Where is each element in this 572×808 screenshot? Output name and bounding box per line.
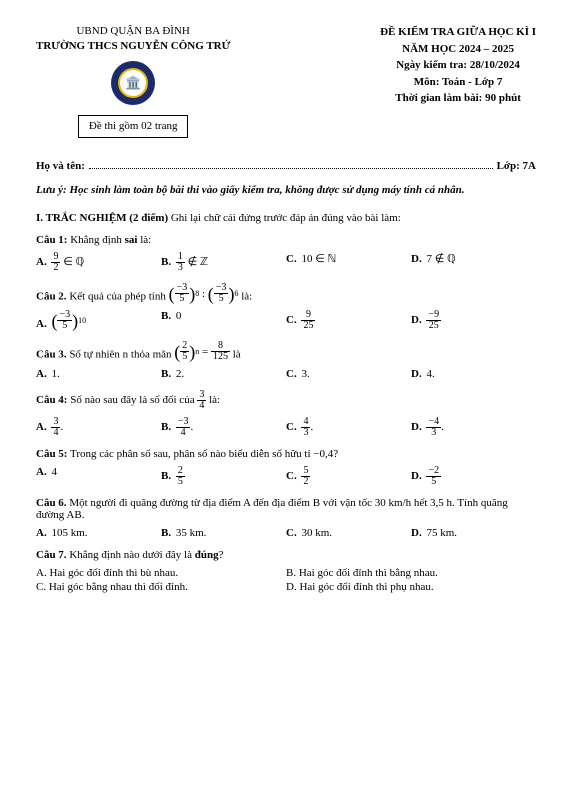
q7-opt-d: D. Hai góc đối đỉnh thì phụ nhau.	[286, 581, 536, 593]
exam-page: UBND QUẬN BA ĐÌNH TRƯỜNG THCS NGUYỄN CÔN…	[0, 0, 572, 617]
q3-opt-a: A. 1.	[36, 368, 161, 380]
q6-opt-b: B. 35 km.	[161, 527, 286, 539]
exam-date: Ngày kiểm tra: 28/10/2024	[380, 57, 536, 74]
question-4: Câu 4: Số nào sau đây là số đối của 34 l…	[36, 390, 536, 411]
class-label: Lớp: 7A	[497, 160, 536, 172]
q1-opt-d: D. 7 ∉ ℚ	[411, 252, 536, 273]
header: UBND QUẬN BA ĐÌNH TRƯỜNG THCS NGUYỄN CÔN…	[36, 24, 536, 138]
q7-options: A. Hai góc đối đỉnh thì bù nhau. B. Hai …	[36, 565, 536, 593]
header-right: ĐỀ KIỂM TRA GIỮA HỌC KÌ I NĂM HỌC 2024 –…	[380, 24, 536, 107]
q7-label: Câu 7.	[36, 549, 67, 561]
school-logo: 🏛️	[111, 61, 155, 105]
q5-opt-d: D. −25	[411, 466, 536, 487]
district-line: UBND QUẬN BA ĐÌNH	[36, 24, 230, 39]
q2-expr: (−35)8 : (−35)6	[169, 283, 239, 304]
question-3: Câu 3. Số tự nhiên n thỏa mãn (25)n = 81…	[36, 341, 536, 362]
q3-opt-d: D. 4.	[411, 368, 536, 380]
q6-label: Câu 6.	[36, 497, 67, 509]
q4-opt-d: D. −43.	[411, 417, 536, 438]
q5-opt-b: B. 25	[161, 466, 286, 487]
q5-options: A. 4 B. 25 C. 52 D. −25	[36, 466, 536, 487]
question-1: Câu 1: Khẳng định sai là:	[36, 234, 536, 246]
q7-opt-c: C. Hai góc bằng nhau thì đối đỉnh.	[36, 581, 286, 593]
q6-opt-a: A. 105 km.	[36, 527, 161, 539]
q1-text: Khẳng định sai là:	[67, 234, 151, 246]
q7-opt-a: A. Hai góc đối đỉnh thì bù nhau.	[36, 567, 286, 579]
q6-opt-d: D. 75 km.	[411, 527, 536, 539]
q3-opt-c: C. 3.	[286, 368, 411, 380]
name-label: Họ và tên:	[36, 160, 85, 172]
q6-options: A. 105 km. B. 35 km. C. 30 km. D. 75 km.	[36, 527, 536, 539]
q5-opt-c: C. 52	[286, 466, 411, 487]
name-dots	[89, 158, 493, 169]
question-6: Câu 6. Một người đi quãng đường từ địa đ…	[36, 497, 536, 521]
q1-opt-c: C. 10 ∈ ℕ	[286, 252, 411, 273]
q4-options: A. 34. B. −34. C. 43. D. −43.	[36, 417, 536, 438]
q3-expr: (25)n = 8125	[174, 341, 230, 362]
q7-opt-b: B. Hai góc đối đỉnh thì bằng nhau.	[286, 567, 536, 579]
school-year: NĂM HỌC 2024 – 2025	[380, 41, 536, 58]
exam-title: ĐỀ KIỂM TRA GIỮA HỌC KÌ I	[380, 24, 536, 41]
q4-opt-b: B. −34.	[161, 417, 286, 438]
q1-opt-a: A. 92 ∈ ℚ	[36, 252, 161, 273]
question-5: Câu 5: Trong các phân số sau, phân số nà…	[36, 448, 536, 460]
q5-label: Câu 5:	[36, 448, 67, 460]
question-7: Câu 7. Khẳng định nào dưới đây là đúng?	[36, 549, 536, 561]
header-left: UBND QUẬN BA ĐÌNH TRƯỜNG THCS NGUYỄN CÔN…	[36, 24, 230, 138]
q2-options: A. (−35)10 B. 0 C. 925 D. −925	[36, 310, 536, 331]
school-name: TRƯỜNG THCS NGUYỄN CÔNG TRỨ	[36, 39, 230, 54]
q2-opt-c: C. 925	[286, 310, 411, 331]
duration: Thời gian làm bài: 90 phút	[380, 90, 536, 107]
name-row: Họ và tên: Lớp: 7A	[36, 158, 536, 172]
q4-label: Câu 4:	[36, 394, 67, 406]
q4-opt-a: A. 34.	[36, 417, 161, 438]
section-1-title: I. TRẮC NGHIỆM (2 điểm) Ghi lại chữ cái …	[36, 212, 536, 224]
q3-label: Câu 3.	[36, 349, 67, 361]
q1-label: Câu 1:	[36, 234, 67, 246]
q2-opt-a: A. (−35)10	[36, 310, 161, 331]
q1-options: A. 92 ∈ ℚ B. 13 ∉ ℤ C. 10 ∈ ℕ D. 7 ∉ ℚ	[36, 252, 536, 273]
subject: Môn: Toán - Lớp 7	[380, 74, 536, 91]
q5-opt-a: A. 4	[36, 466, 161, 487]
logo-icon: 🏛️	[118, 68, 148, 98]
page-count-box: Đề thi gồm 02 trang	[78, 115, 189, 138]
q3-opt-b: B. 2.	[161, 368, 286, 380]
q4-opt-c: C. 43.	[286, 417, 411, 438]
q2-label: Câu 2.	[36, 291, 67, 303]
q1-opt-b: B. 13 ∉ ℤ	[161, 252, 286, 273]
note: Lưu ý: Học sinh làm toàn bộ bài thi vào …	[36, 184, 536, 196]
q2-opt-d: D. −925	[411, 310, 536, 331]
section-1-bold: I. TRẮC NGHIỆM (2 điểm)	[36, 212, 168, 224]
section-1-rest: Ghi lại chữ cái đứng trước đáp án đúng v…	[168, 212, 401, 224]
q2-opt-b: B. 0	[161, 310, 286, 331]
q3-options: A. 1. B. 2. C. 3. D. 4.	[36, 368, 536, 380]
q6-opt-c: C. 30 km.	[286, 527, 411, 539]
question-2: Câu 2. Kết quả của phép tính (−35)8 : (−…	[36, 283, 536, 304]
